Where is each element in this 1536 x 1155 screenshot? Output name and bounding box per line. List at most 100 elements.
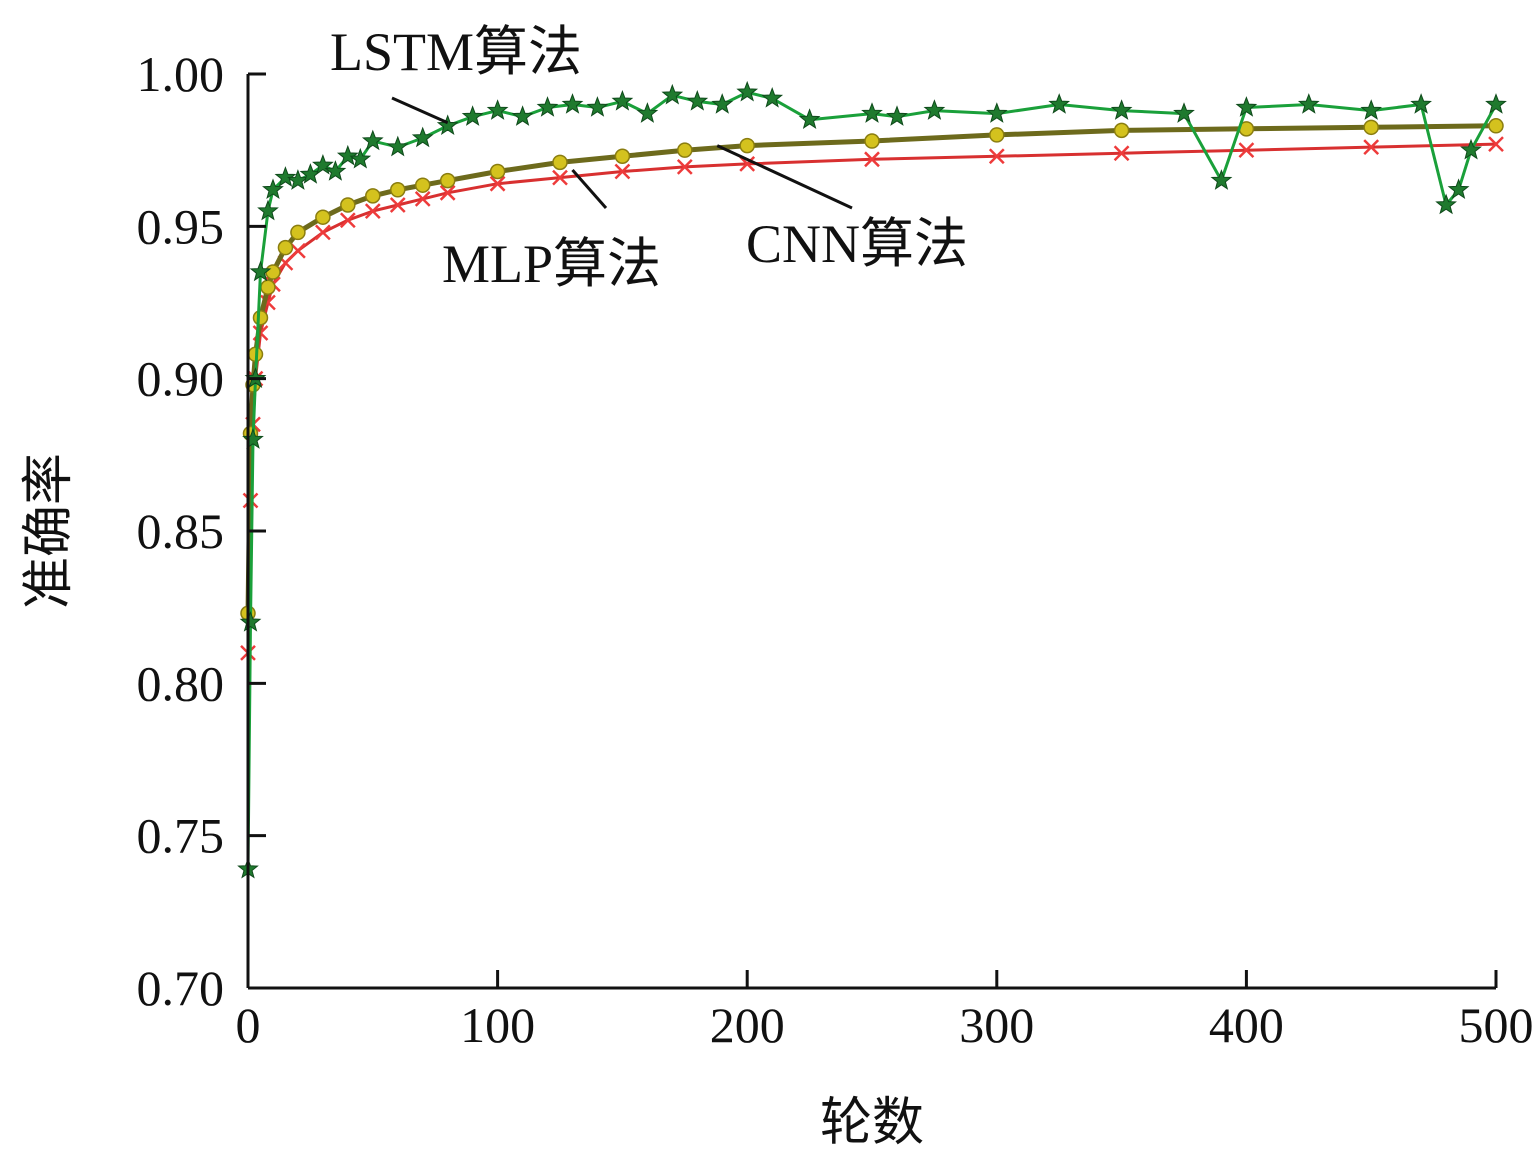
data-point (361, 129, 384, 151)
data-point (923, 99, 946, 120)
ticks: 0.70 0.75 0.80 0.85 0.90 0.95 1.00 0 100 200 300 40… (137, 46, 1534, 1053)
data-point (1447, 178, 1470, 200)
data-point (561, 93, 584, 114)
data-point (1410, 93, 1432, 114)
data-point (336, 144, 359, 166)
series-line (246, 90, 1498, 870)
data-point (552, 169, 568, 186)
data-point (739, 137, 755, 154)
series-layer (237, 80, 1507, 879)
y-axis-title: 准确率 (21, 453, 78, 609)
data-point (1048, 93, 1071, 114)
annotation-label: CNN算法 (746, 214, 968, 274)
series-circle (240, 118, 1504, 622)
data-point (1210, 169, 1233, 190)
data-point (389, 197, 406, 213)
data-point (988, 148, 1005, 165)
data-point (798, 108, 821, 129)
data-point (677, 142, 693, 158)
x-tick-label: 200 (710, 997, 785, 1053)
annotation-leader-line (716, 144, 853, 210)
y-tick-label: 0.85 (137, 503, 225, 559)
data-point (386, 135, 409, 157)
data-point (486, 99, 509, 120)
data-point (1363, 139, 1380, 156)
data-point (411, 126, 434, 148)
y-tick-label: 0.75 (137, 808, 225, 864)
data-point (536, 96, 559, 117)
data-point (290, 224, 306, 241)
annotation-leader-line (571, 168, 608, 209)
axes: 0.70 0.75 0.80 0.85 0.90 0.95 1.00 0 100 200 300 40… (137, 46, 1534, 1053)
data-point (614, 163, 631, 180)
data-point (1238, 142, 1255, 159)
y-tick-label: 0.90 (137, 351, 225, 407)
data-point (552, 154, 568, 171)
data-point (1435, 193, 1457, 215)
data-point (586, 96, 609, 117)
data-point (1488, 136, 1504, 152)
x-tick-label: 400 (1209, 997, 1284, 1053)
data-point (312, 153, 334, 175)
data-point (736, 80, 759, 102)
data-point (1363, 119, 1379, 136)
series-line (245, 123, 1497, 614)
annotation-leader-line (391, 96, 449, 125)
data-point (761, 86, 784, 108)
annotation-label: LSTM算法 (330, 22, 582, 82)
data-point (340, 197, 356, 213)
data-point (1113, 145, 1130, 162)
data-point (861, 102, 883, 123)
data-point (365, 188, 381, 204)
data-point (711, 93, 734, 114)
data-point (1235, 96, 1258, 117)
annotations: LSTM算法 MLP算法 CNN算法 (330, 22, 968, 294)
x-tick-label: 0 (236, 997, 261, 1053)
data-point (1485, 93, 1507, 114)
y-tick-label: 0.80 (137, 655, 225, 711)
x-tick-label: 100 (460, 997, 535, 1053)
x-tick-label: 300 (959, 997, 1034, 1053)
data-point (1173, 102, 1195, 123)
data-point (315, 209, 331, 225)
data-point (1110, 99, 1133, 120)
data-point (611, 89, 634, 111)
data-point (257, 199, 279, 221)
x-tick-label: 500 (1459, 997, 1534, 1053)
data-point (277, 239, 294, 256)
data-point (676, 159, 693, 175)
y-tick-label: 0.95 (137, 198, 225, 254)
data-point (985, 102, 1008, 123)
data-point (511, 105, 534, 126)
data-point (1297, 93, 1320, 114)
data-point (265, 264, 281, 280)
data-point (439, 184, 456, 201)
data-point (886, 105, 908, 126)
data-point (252, 309, 269, 326)
data-point (249, 260, 272, 282)
data-point (414, 177, 431, 193)
data-point (290, 242, 306, 259)
data-point (461, 105, 484, 126)
data-point (242, 428, 264, 449)
data-point (364, 203, 381, 219)
data-point (661, 83, 684, 105)
data-point (390, 182, 406, 198)
data-point (414, 191, 431, 207)
data-point (439, 172, 456, 189)
data-point (614, 148, 631, 165)
data-point (489, 175, 506, 192)
data-point (636, 102, 659, 123)
annotation-label: MLP算法 (442, 234, 661, 294)
series-line (246, 142, 1497, 653)
data-point (1460, 138, 1482, 160)
data-point (260, 279, 276, 296)
data-point (349, 147, 372, 169)
data-point (287, 169, 309, 190)
data-point (274, 166, 297, 187)
y-tick-label: 1.00 (137, 46, 225, 102)
data-point (1488, 118, 1504, 134)
data-point (1113, 122, 1130, 139)
data-point (864, 151, 880, 168)
data-point (324, 160, 347, 181)
